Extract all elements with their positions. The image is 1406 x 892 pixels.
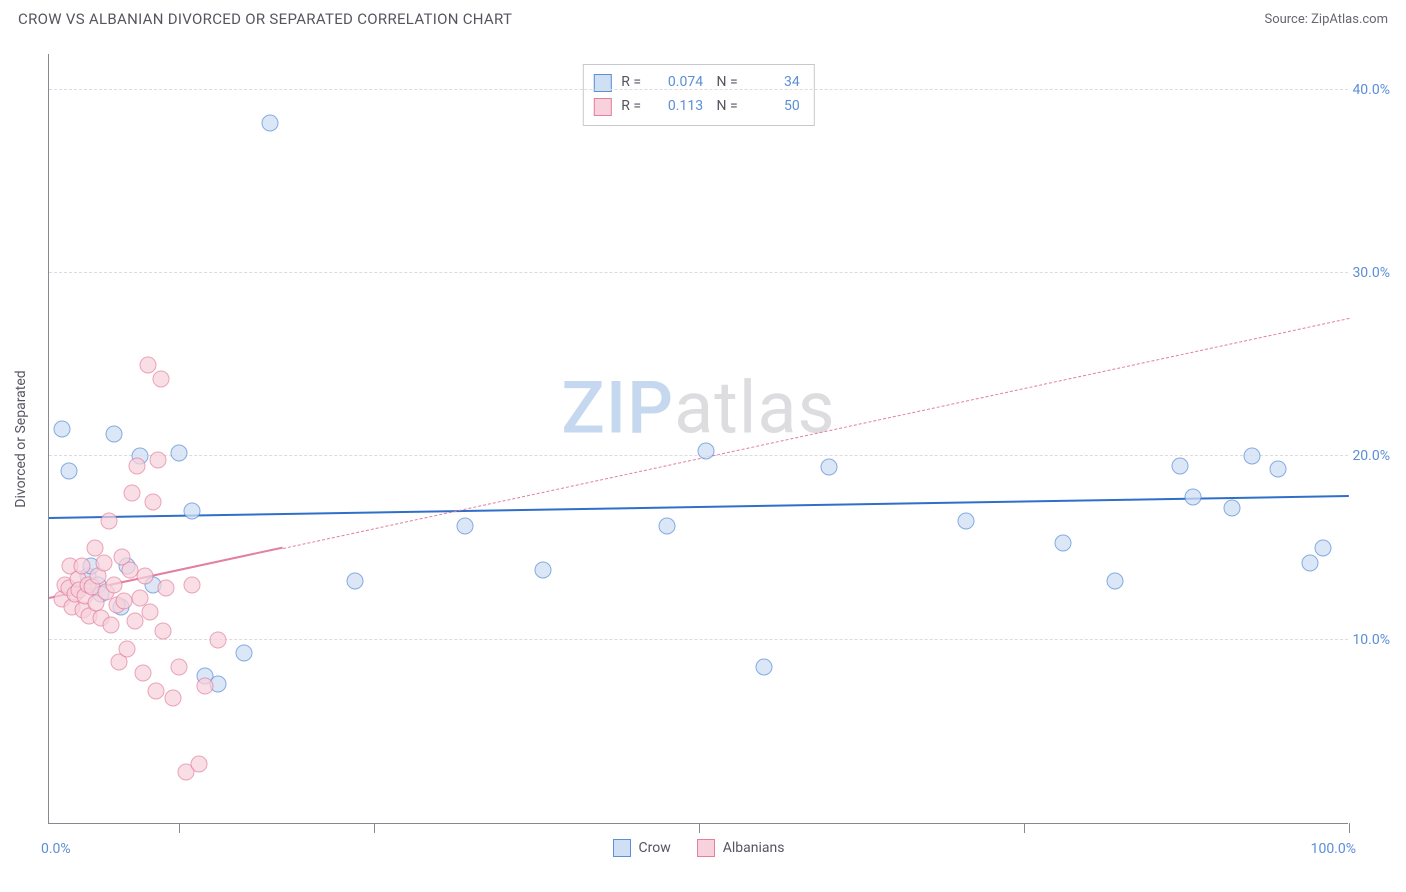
series-legend: Crow Albanians [613,839,785,857]
data-point [106,576,123,593]
data-point [155,622,172,639]
chart-source: Source: ZipAtlas.com [1264,12,1388,27]
data-point [1055,534,1072,551]
data-point [658,518,675,535]
data-point [54,420,71,437]
data-point [697,442,714,459]
x-tick [1349,823,1350,833]
watermark-right: atlas [674,365,836,450]
regression-line [49,495,1349,519]
data-point [171,444,188,461]
y-tick-label: 40.0% [1352,82,1390,98]
data-point [106,426,123,443]
x-tick [1024,823,1025,833]
data-point [1172,457,1189,474]
data-point [100,512,117,529]
data-point [184,503,201,520]
data-point [1302,554,1319,571]
data-point [1315,540,1332,557]
y-tick-label: 10.0% [1352,632,1390,648]
data-point [1107,573,1124,590]
x-tick [374,823,375,833]
data-point [210,631,227,648]
stat-N-albanians: 50 [748,95,800,119]
stats-legend-row-albanians: R = 0.113 N = 50 [593,95,799,119]
chart-header: CROW VS ALBANIAN DIVORCED OR SEPARATED C… [0,0,1406,34]
data-point [142,604,159,621]
data-point [152,371,169,388]
swatch-albanians [697,839,715,857]
data-point [957,512,974,529]
data-point [236,644,253,661]
gridline [49,272,1348,273]
watermark-left: ZIP [561,365,674,450]
data-point [171,659,188,676]
data-point [821,459,838,476]
stats-legend-row-crow: R = 0.074 N = 34 [593,71,799,95]
data-point [1224,499,1241,516]
data-point [535,562,552,579]
data-point [197,677,214,694]
legend-item-crow: Crow [613,839,671,857]
data-point [137,567,154,584]
data-point [164,690,181,707]
data-point [147,683,164,700]
x-tick [699,823,700,833]
gridline [49,639,1348,640]
data-point [756,659,773,676]
stat-R-label: R = [621,71,641,95]
data-point [73,558,90,575]
data-point [139,356,156,373]
data-point [121,562,138,579]
data-point [129,457,146,474]
data-point [158,580,175,597]
data-point [124,485,141,502]
data-point [457,518,474,535]
data-point [95,554,112,571]
regression-line [283,318,1349,549]
stat-R-label: R = [621,95,641,119]
y-tick-label: 30.0% [1352,265,1390,281]
plot-area: Divorced or Separated ZIPatlas R = 0.074… [48,54,1348,824]
stat-N-crow: 34 [748,71,800,95]
data-point [1269,461,1286,478]
chart-title: CROW VS ALBANIAN DIVORCED OR SEPARATED C… [18,10,512,28]
x-tick [179,823,180,833]
legend-item-albanians: Albanians [697,839,785,857]
data-point [126,613,143,630]
data-point [116,593,133,610]
y-axis-title: Divorced or Separated [13,370,29,507]
stat-R-albanians: 0.113 [651,95,703,119]
data-point [134,664,151,681]
data-point [145,494,162,511]
data-point [119,640,136,657]
data-point [190,756,207,773]
data-point [262,114,279,131]
stat-R-crow: 0.074 [651,71,703,95]
swatch-crow [613,839,631,857]
data-point [1243,448,1260,465]
data-point [103,617,120,634]
data-point [184,576,201,593]
gridline [49,89,1348,90]
data-point [1185,488,1202,505]
legend-label-albanians: Albanians [723,840,785,856]
x-axis-min-label: 0.0% [41,841,71,857]
x-axis-max-label: 100.0% [1311,841,1356,857]
swatch-albanians [593,98,611,116]
stat-N-label: N = [713,95,738,119]
data-point [150,452,167,469]
y-tick-label: 20.0% [1352,448,1390,464]
legend-label-crow: Crow [639,840,671,856]
data-point [60,463,77,480]
stats-legend: R = 0.074 N = 34 R = 0.113 N = 50 [582,64,814,126]
data-point [346,573,363,590]
stat-N-label: N = [713,71,738,95]
chart-container: Divorced or Separated ZIPatlas R = 0.074… [48,48,1388,848]
